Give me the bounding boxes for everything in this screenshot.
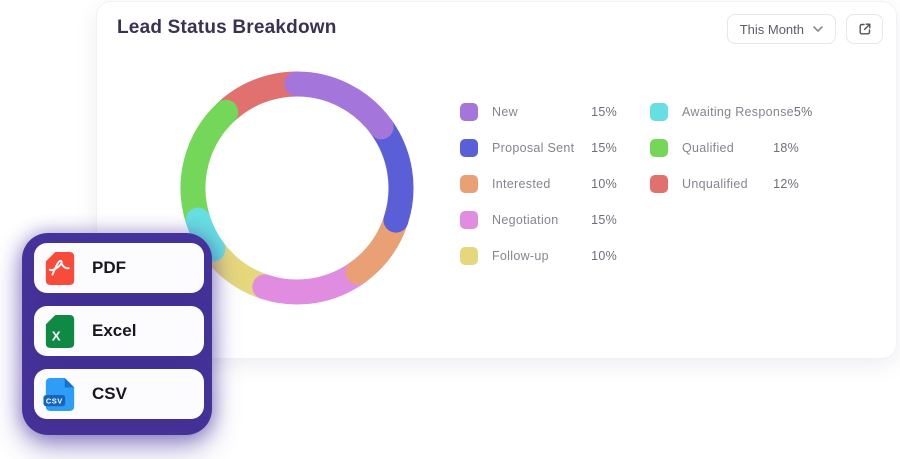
legend-percent: 18% bbox=[773, 141, 799, 155]
svg-text:CSV: CSV bbox=[46, 396, 63, 405]
legend-swatch bbox=[650, 139, 668, 157]
open-external-button[interactable] bbox=[846, 14, 883, 44]
donut-segment-awaiting-response[interactable] bbox=[185, 207, 226, 262]
legend-item: Awaiting Response 5% bbox=[650, 94, 812, 130]
chart-legend: New 15% Proposal Sent 15% Interested 10% Negot… bbox=[460, 94, 812, 274]
legend-swatch bbox=[460, 175, 478, 193]
legend-label: Follow-up bbox=[492, 249, 549, 263]
legend-percent: 15% bbox=[591, 213, 617, 227]
pdf-file-icon bbox=[45, 251, 75, 285]
legend-item: New 15% bbox=[460, 94, 617, 130]
legend-item: Follow-up 10% bbox=[460, 238, 617, 274]
export-option-label: Excel bbox=[92, 321, 137, 340]
chevron-down-icon bbox=[813, 25, 823, 32]
external-link-icon bbox=[859, 23, 870, 35]
legend-item: Qualified 18% bbox=[650, 130, 799, 166]
excel-file-icon: X bbox=[45, 314, 75, 348]
period-dropdown-label: This Month bbox=[739, 21, 804, 37]
lead-status-card: Lead Status Breakdown This Month New 15% P… bbox=[97, 2, 896, 358]
legend-label: Interested bbox=[492, 177, 551, 191]
export-option-label: PDF bbox=[92, 258, 126, 277]
legend-item: Interested 10% bbox=[460, 166, 617, 202]
legend-swatch bbox=[460, 103, 478, 121]
export-option-pdf[interactable]: PDF bbox=[34, 243, 204, 293]
legend-column-1: New 15% Proposal Sent 15% Interested 10% Negot… bbox=[460, 94, 617, 274]
legend-percent: 15% bbox=[591, 105, 617, 119]
legend-label: Proposal Sent bbox=[492, 141, 575, 155]
donut-segment-negotiation[interactable] bbox=[252, 259, 371, 305]
donut-segment-proposal-sent[interactable] bbox=[368, 114, 414, 233]
legend-percent: 10% bbox=[591, 249, 617, 263]
legend-item: Proposal Sent 15% bbox=[460, 130, 617, 166]
export-option-label: CSV bbox=[92, 384, 127, 403]
legend-percent: 10% bbox=[591, 177, 617, 191]
legend-swatch bbox=[460, 247, 478, 265]
svg-text:X: X bbox=[52, 328, 61, 343]
legend-item: Unqualified 12% bbox=[650, 166, 799, 202]
legend-column-2: Awaiting Response 5% Qualified 18% Unqualifi… bbox=[650, 94, 812, 274]
legend-swatch bbox=[650, 103, 668, 121]
legend-label: Qualified bbox=[682, 141, 735, 155]
period-dropdown[interactable]: This Month bbox=[726, 14, 836, 44]
export-menu: PDF X Excel CSV CSV bbox=[34, 243, 204, 419]
page-title: Lead Status Breakdown bbox=[117, 17, 337, 38]
legend-label: New bbox=[492, 105, 518, 119]
legend-percent: 15% bbox=[591, 141, 617, 155]
legend-label: Unqualified bbox=[682, 177, 748, 191]
legend-swatch bbox=[460, 211, 478, 229]
legend-percent: 12% bbox=[773, 177, 799, 191]
export-option-excel[interactable]: X Excel bbox=[34, 306, 204, 356]
legend-percent: 5% bbox=[793, 105, 813, 119]
legend-swatch bbox=[460, 139, 478, 157]
legend-swatch bbox=[650, 175, 668, 193]
csv-file-icon: CSV bbox=[43, 377, 75, 411]
export-option-csv[interactable]: CSV CSV bbox=[34, 369, 204, 419]
donut-chart bbox=[180, 71, 414, 305]
legend-item: Negotiation 15% bbox=[460, 202, 617, 238]
legend-label: Negotiation bbox=[492, 213, 559, 227]
donut-segment-new[interactable] bbox=[284, 71, 394, 140]
donut-segment-qualified[interactable] bbox=[180, 99, 239, 233]
card-controls: This Month bbox=[726, 14, 883, 44]
legend-label: Awaiting Response bbox=[682, 105, 794, 119]
